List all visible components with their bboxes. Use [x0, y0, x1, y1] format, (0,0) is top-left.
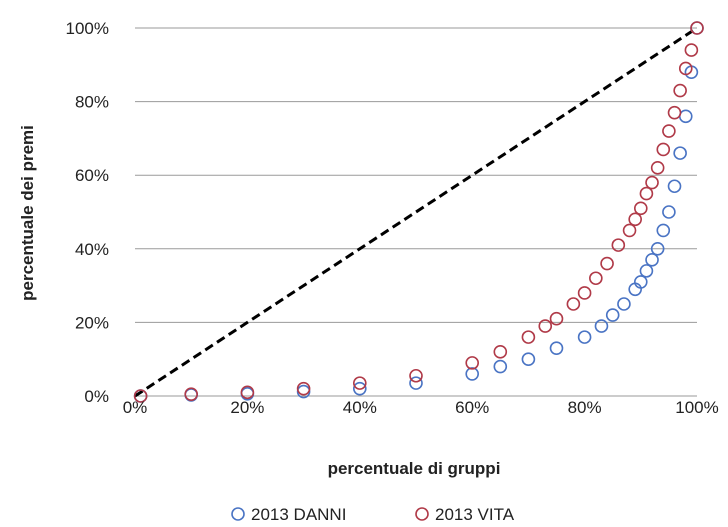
- data-point: [589, 271, 603, 286]
- data-point: [673, 146, 687, 160]
- data-point: [639, 264, 654, 278]
- y-axis-ticks: 0% 20% 40% 60% 80% 100%: [66, 19, 109, 406]
- data-point: [600, 256, 614, 271]
- data-point: [577, 286, 592, 300]
- data-point: [493, 359, 508, 374]
- data-point: [667, 179, 682, 194]
- y-tick-label: 80%: [75, 93, 109, 112]
- data-point: [622, 223, 637, 238]
- data-point: [662, 124, 676, 138]
- data-points: [133, 21, 704, 403]
- data-point: [493, 345, 508, 359]
- data-point: [465, 356, 480, 370]
- data-point: [605, 308, 620, 322]
- data-point: [628, 212, 642, 227]
- data-point: [594, 319, 609, 333]
- y-tick-label: 100%: [66, 19, 109, 38]
- data-point: [352, 381, 367, 396]
- x-tick-label: 80%: [568, 398, 602, 417]
- data-point: [521, 330, 536, 344]
- data-point: [690, 21, 704, 35]
- data-point: [296, 381, 311, 396]
- x-axis-title: percentuale di gruppi: [328, 459, 501, 478]
- y-tick-label: 20%: [75, 313, 109, 332]
- y-axis-title: percentuale dei premi: [18, 125, 37, 301]
- data-point: [611, 238, 626, 252]
- data-point: [639, 186, 654, 201]
- x-tick-label: 60%: [455, 398, 489, 417]
- data-point: [633, 201, 648, 216]
- x-tick-label: 100%: [675, 398, 718, 417]
- data-point: [633, 275, 648, 289]
- data-point: [656, 142, 671, 157]
- data-point: [645, 175, 659, 190]
- data-point: [678, 61, 693, 76]
- data-point: [409, 376, 423, 390]
- data-point: [678, 109, 693, 124]
- data-point: [577, 330, 592, 344]
- data-point: [673, 83, 687, 98]
- legend-label-vita: 2013 VITA: [435, 505, 515, 524]
- x-tick-label: 20%: [230, 398, 264, 417]
- series-vita: [133, 21, 704, 403]
- x-axis-ticks: 0% 20% 40% 60% 80% 100%: [123, 398, 719, 417]
- equality-reference-line: [134, 26, 698, 398]
- data-point: [645, 253, 659, 267]
- data-point: [409, 368, 423, 383]
- y-tick-label: 40%: [75, 240, 109, 259]
- data-point: [240, 385, 255, 400]
- y-tick-label: 0%: [84, 387, 109, 406]
- data-point: [538, 319, 553, 333]
- data-point: [352, 376, 367, 390]
- data-point: [184, 387, 198, 401]
- data-point: [667, 105, 682, 120]
- legend-marker-vita: [415, 507, 429, 521]
- gridlines: [135, 27, 697, 397]
- data-point: [650, 161, 665, 175]
- data-point: [656, 223, 671, 238]
- legend-marker-danni: [231, 507, 245, 521]
- data-point: [133, 389, 148, 403]
- y-tick-label: 60%: [75, 166, 109, 185]
- x-tick-label: 0%: [123, 398, 148, 417]
- data-point: [617, 297, 631, 311]
- legend-label-danni: 2013 DANNI: [251, 505, 346, 524]
- data-point: [549, 341, 564, 355]
- data-point: [549, 311, 564, 326]
- data-point: [684, 43, 699, 57]
- data-point: [521, 352, 536, 367]
- x-tick-label: 40%: [343, 398, 377, 417]
- reference-line-layer: [134, 26, 698, 398]
- data-point: [465, 367, 480, 381]
- data-point: [566, 297, 581, 311]
- data-point: [662, 205, 676, 219]
- data-point: [650, 242, 665, 256]
- legend: 2013 DANNI 2013 VITA: [231, 505, 515, 524]
